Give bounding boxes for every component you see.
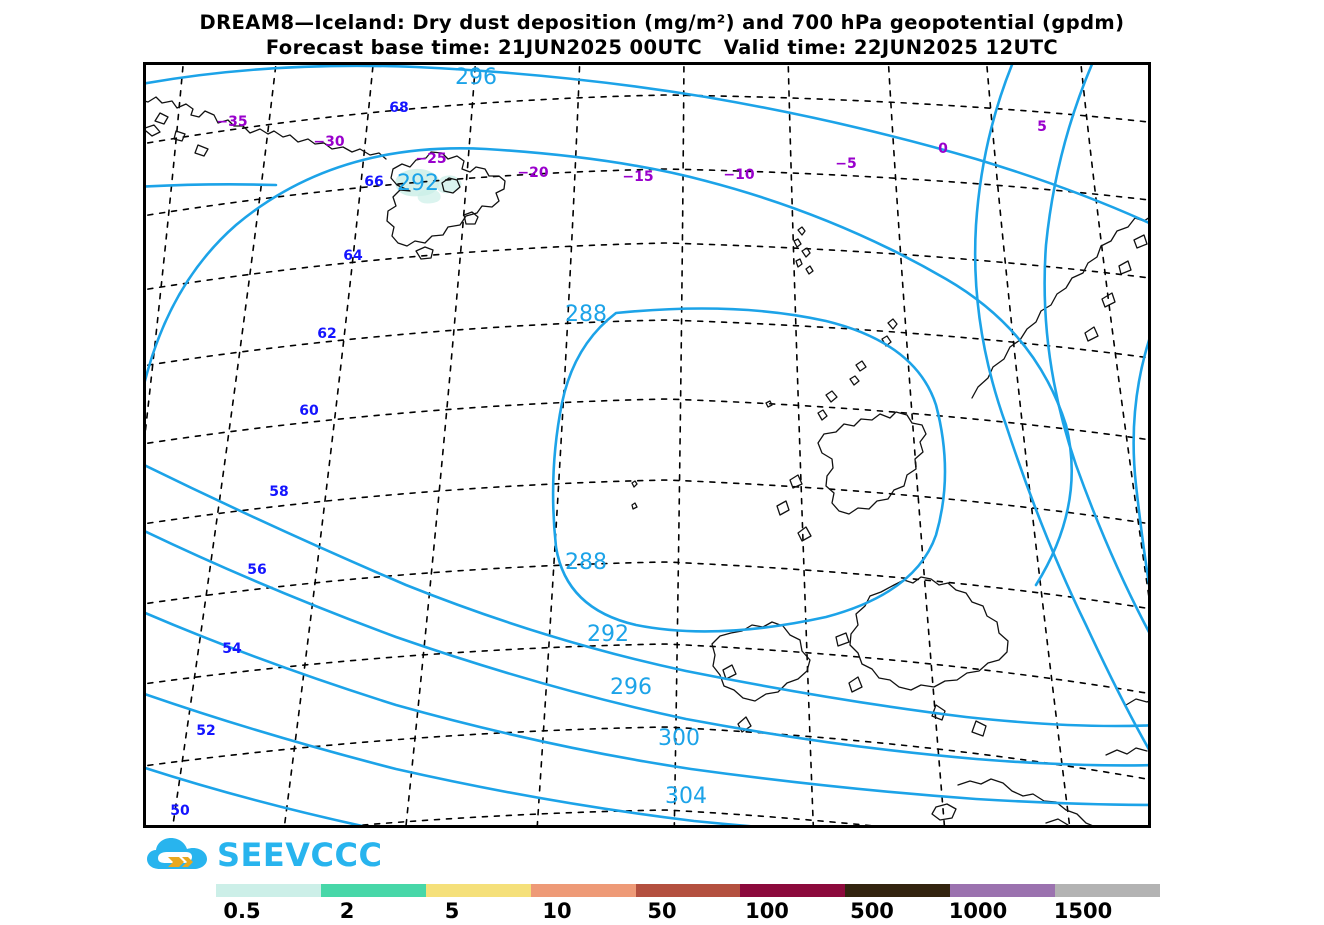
- latitude-label: 60: [299, 403, 319, 419]
- latitude-label: 50: [170, 803, 190, 819]
- latitude-label: 62: [317, 326, 336, 342]
- latitude-label: 66: [364, 174, 383, 190]
- colorbar-tick: 100: [745, 899, 789, 923]
- latitude-label: 64: [343, 248, 363, 264]
- colorbar-tick: 2: [339, 899, 355, 923]
- colorbar-bands[interactable]: [216, 884, 1161, 897]
- contour-label: 292: [587, 622, 629, 647]
- colorbar-band[interactable]: [1055, 884, 1161, 897]
- colorbar-band[interactable]: [530, 884, 636, 897]
- colorbar-tick: 10: [542, 899, 572, 923]
- colorbar-tick: 5: [444, 899, 460, 923]
- longitude-label: 0: [938, 141, 948, 157]
- graticule-longitude-lines: [146, 65, 1148, 825]
- contour-label: 292: [397, 171, 439, 196]
- longitude-labels-layer: −35 −30 −25 −20 −15 −10 −5 0 5: [216, 114, 1046, 185]
- colorbar-band[interactable]: [320, 884, 426, 897]
- map-panel[interactable]: .grat { fill:none; stroke:#000; stroke-w…: [143, 62, 1151, 828]
- latitude-label: 52: [196, 723, 215, 739]
- chart-title-block: DREAM8—Iceland: Dry dust deposition (mg/…: [0, 10, 1324, 60]
- colorbar-band[interactable]: [950, 884, 1056, 897]
- seevccc-logo[interactable]: SEEVCCC: [146, 833, 382, 877]
- longitude-label: −15: [622, 169, 653, 185]
- coastline-layer: [146, 96, 1148, 825]
- colorbar-tick-labels: 0.5 2 5 10 50 100 500 1000 1500: [216, 897, 1160, 923]
- contour-lines-layer: [146, 65, 1148, 825]
- longitude-label: −5: [835, 156, 856, 172]
- latitude-label: 56: [247, 562, 266, 578]
- latitude-labels-layer: 68 66 64 62 60 58 56 54 52 50: [170, 100, 408, 819]
- map-canvas[interactable]: .grat { fill:none; stroke:#000; stroke-w…: [146, 65, 1148, 825]
- longitude-label: −35: [216, 114, 247, 130]
- longitude-label: −25: [415, 151, 446, 167]
- colorbar[interactable]: 0.5 2 5 10 50 100 500 1000 1500: [216, 884, 1161, 924]
- colorbar-band[interactable]: [635, 884, 741, 897]
- page-title: DREAM8—Iceland: Dry dust deposition (mg/…: [199, 11, 1125, 34]
- chart-subtitle: Forecast base time: 21JUN2025 00UTC Vali…: [265, 36, 1059, 59]
- longitude-label: −20: [517, 165, 548, 181]
- colorbar-tick: 0.5: [223, 899, 261, 923]
- contour-label: 288: [565, 302, 607, 327]
- latitude-label: 54: [222, 641, 242, 657]
- contour-labels-layer: 296 292 288 288 292 296 300 304: [397, 65, 707, 809]
- longitude-label: −30: [313, 134, 344, 150]
- contour-label: 296: [610, 675, 652, 700]
- contour-label: 296: [455, 65, 497, 90]
- contour-label: 300: [658, 726, 700, 751]
- colorbar-band[interactable]: [216, 884, 321, 897]
- colorbar-tick: 50: [647, 899, 677, 923]
- latitude-label: 58: [269, 484, 288, 500]
- latitude-label: 68: [389, 100, 408, 116]
- colorbar-band[interactable]: [740, 884, 846, 897]
- contour-label: 304: [665, 784, 707, 809]
- longitude-label: 5: [1037, 119, 1047, 135]
- colorbar-tick: 1500: [1053, 899, 1113, 923]
- longitude-label: −10: [723, 167, 754, 183]
- seevccc-logo-text: SEEVCCC: [217, 836, 383, 874]
- cloud-arrow-icon: [147, 838, 207, 869]
- contour-label: 288: [565, 550, 607, 575]
- colorbar-band[interactable]: [845, 884, 951, 897]
- colorbar-tick: 1000: [948, 899, 1008, 923]
- colorbar-tick: 500: [850, 899, 894, 923]
- graticule-latitude-lines: [146, 94, 1148, 825]
- colorbar-band[interactable]: [425, 884, 531, 897]
